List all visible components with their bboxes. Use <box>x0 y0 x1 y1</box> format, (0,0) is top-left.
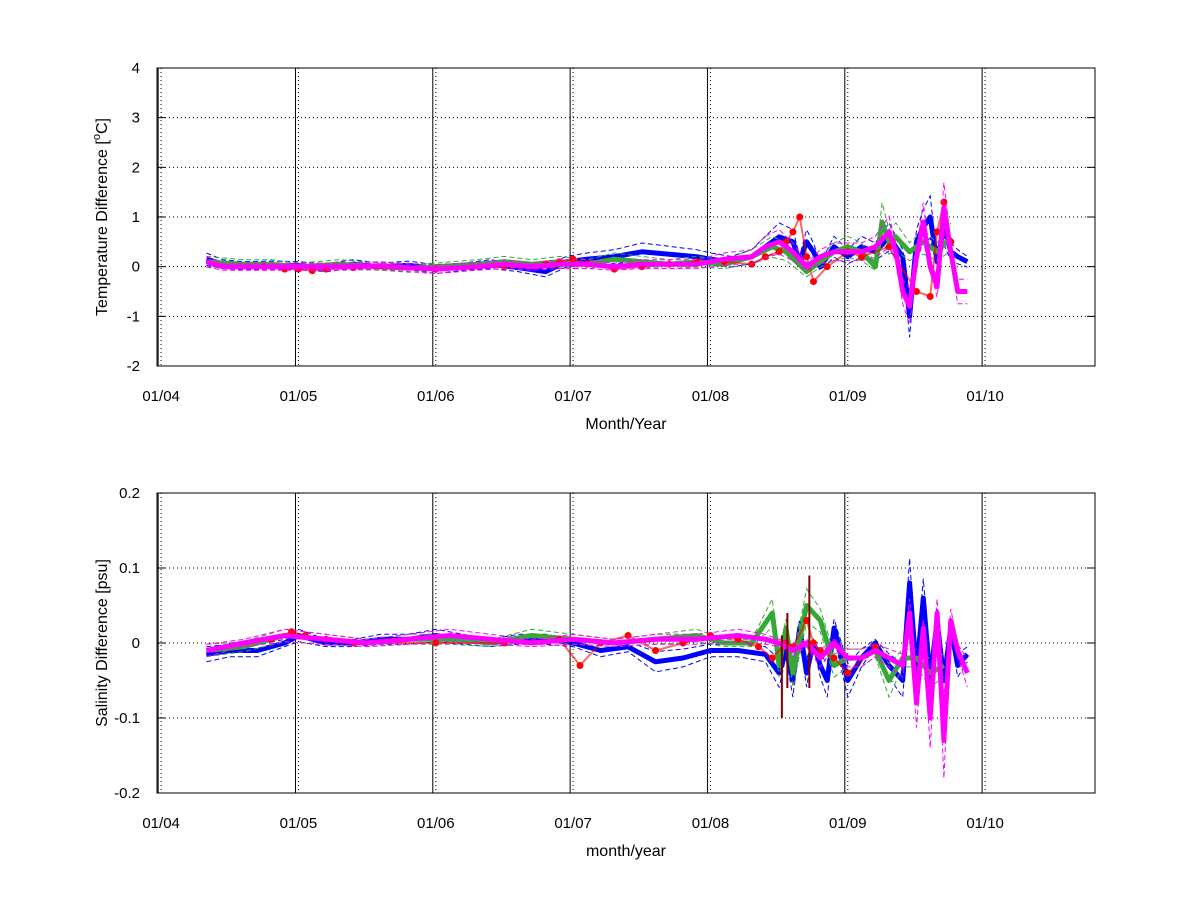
salinity-panel: -0.2 -0.1 0 0.1 0.2 01/04 01/05 01/06 01/07 01/08… <box>94 485 1096 860</box>
temperature-xtick-label: 01/10 <box>966 388 1004 405</box>
salinity-series-2-point <box>830 654 838 662</box>
temperature-xtick-label: 01/09 <box>829 388 867 405</box>
temperature-series-2-point <box>912 288 920 295</box>
temperature-xtick-label: 01/04 <box>142 388 180 405</box>
temperature-panel: -2 -1 0 1 2 3 4 01/04 01/05 01/06 01/07 01/08 01/09 0… <box>91 60 1096 433</box>
salinity-series-2-point <box>652 647 660 654</box>
temperature-series-2-point <box>775 248 783 256</box>
temperature-series-2-point <box>933 228 941 236</box>
temperature-series-0-envelope <box>206 194 968 296</box>
salinity-series <box>205 558 970 779</box>
salinity-series-3-line <box>205 610 970 743</box>
temperature-grid <box>157 68 1095 366</box>
temperature-series-3-line <box>205 204 968 309</box>
temperature-xtick-label: 01/05 <box>280 388 318 405</box>
salinity-ytick-label: 0 <box>132 635 140 652</box>
temperature-ticks: -2 -1 0 1 2 3 4 01/04 01/05 01/06 01/07 01/08 01/09 0… <box>127 60 1095 405</box>
temperature-xtick-label: 01/07 <box>554 388 592 405</box>
salinity-x-axis-label: month/year <box>586 843 667 860</box>
temperature-y-axis-label: Temperature Difference [oC] <box>91 118 111 316</box>
temperature-xtick-label: 01/06 <box>417 388 455 405</box>
salinity-xtick-label: 01/10 <box>966 815 1004 832</box>
salinity-series-0-envelope <box>206 607 968 699</box>
salinity-ytick-label: -0.1 <box>114 710 140 727</box>
temperature-y-label-sup: o <box>91 134 103 140</box>
salinity-series-2-point <box>844 669 852 677</box>
salinity-xtick-label: 01/04 <box>142 815 180 832</box>
salinity-series-2-point <box>809 639 817 647</box>
temperature-series-2-point <box>761 253 769 261</box>
temperature-ytick-label: 3 <box>132 110 140 127</box>
temperature-series-2-point <box>796 213 804 221</box>
salinity-y-axis-label: Salinity Difference [psu] <box>94 559 111 727</box>
temperature-xtick-label: 01/08 <box>692 388 730 405</box>
temperature-series <box>205 182 969 338</box>
temperature-y-label-prefix: Temperature Difference [ <box>94 140 111 316</box>
salinity-series-0-line <box>205 580 970 683</box>
salinity-series-2-point <box>816 647 824 654</box>
temperature-series-2-point <box>926 292 934 300</box>
temperature-series-2-point <box>823 263 831 271</box>
salinity-series-3-envelope <box>206 627 968 779</box>
salinity-series-2-point <box>755 643 763 651</box>
temperature-y-label-suffix: C] <box>94 118 111 134</box>
temperature-ytick-label: 2 <box>132 159 140 176</box>
temperature-ytick-label: -2 <box>127 358 140 375</box>
temperature-series-2-point <box>809 278 817 286</box>
temperature-x-axis-label: Month/Year <box>585 416 667 433</box>
salinity-xtick-label: 01/08 <box>692 815 730 832</box>
salinity-series-2-point <box>768 654 776 662</box>
temperature-series-2-point <box>858 253 866 261</box>
salinity-xtick-label: 01/07 <box>554 815 592 832</box>
temperature-ytick-label: 4 <box>132 60 140 77</box>
salinity-series-3-envelope <box>206 598 968 703</box>
temperature-series-1-envelope <box>206 202 952 267</box>
salinity-ytick-label: 0.2 <box>119 485 140 502</box>
temperature-ytick-label: 0 <box>132 259 140 276</box>
temperature-series-2-point <box>885 243 893 251</box>
salinity-xtick-label: 01/09 <box>829 815 867 832</box>
salinity-xtick-label: 01/05 <box>280 815 318 832</box>
temperature-series-2-point <box>789 228 797 236</box>
salinity-ytick-label: -0.2 <box>114 785 140 802</box>
salinity-ytick-label: 0.1 <box>119 560 140 577</box>
temperature-ytick-label: -1 <box>127 308 140 325</box>
salinity-series-2-point <box>432 639 440 647</box>
salinity-xtick-label: 01/06 <box>417 815 455 832</box>
salinity-ticks: -0.2 -0.1 0 0.1 0.2 01/04 01/05 01/06 01/07 01/08… <box>114 485 1095 832</box>
temperature-series-2-point <box>803 253 811 261</box>
temperature-ytick-label: 1 <box>132 209 140 226</box>
temperature-series-3-envelope <box>206 231 968 325</box>
salinity-series-2-point <box>576 662 584 669</box>
temperature-series-3-envelope <box>206 182 968 291</box>
